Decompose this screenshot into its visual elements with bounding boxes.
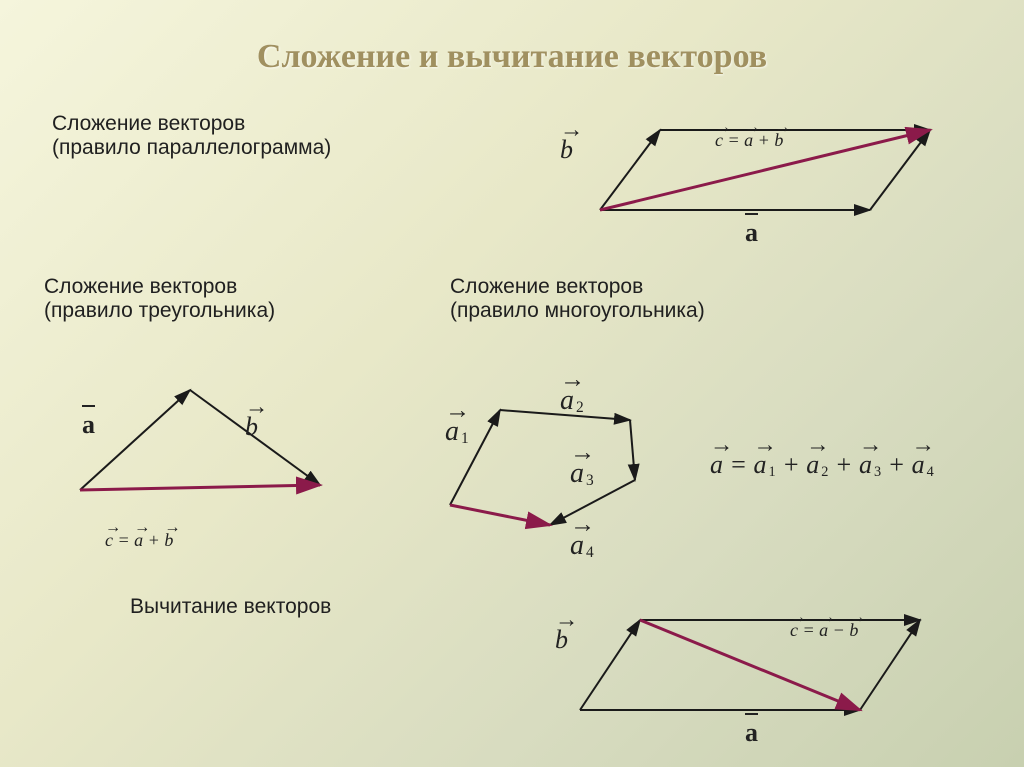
diagram-parallelogram (580, 100, 940, 230)
vec-a-result (450, 505, 550, 525)
caption-polygon-line1: Сложение векторов (450, 275, 643, 298)
caption-triangle-line1: Сложение векторов (44, 275, 237, 298)
caption-triangle: Сложение векторов (правило треугольника) (44, 275, 275, 323)
label-b-parallelogram: b (560, 135, 573, 165)
caption-parallelogram-line2: (правило параллелограмма) (52, 136, 331, 159)
formula-polygon-sum: a = a1 + a2 + a3 + a4 (710, 450, 934, 481)
vec-b-sub-left (580, 620, 640, 710)
label-a2: a2 (560, 385, 584, 417)
label-b-triangle: b (245, 412, 258, 442)
vec-a3 (630, 420, 635, 480)
label-a1: a1 (445, 416, 469, 448)
label-a3: a3 (570, 458, 594, 490)
label-a-subtraction: a (745, 718, 758, 748)
caption-triangle-line2: (правило треугольника) (44, 299, 275, 322)
vec-a-tri (80, 390, 190, 490)
formula-parallelogram: c = a + b (715, 130, 783, 151)
label-a4: a4 (570, 530, 594, 562)
slide-title: Сложение и вычитание векторов (0, 38, 1024, 76)
caption-parallelogram-line1: Сложение векторов (52, 112, 245, 135)
label-a-triangle: a (82, 410, 95, 440)
caption-polygon: Сложение векторов (правило многоугольник… (450, 275, 705, 323)
vec-sub-right (860, 620, 920, 710)
label-b-subtraction: b (555, 625, 568, 655)
label-a-parallelogram: a (745, 218, 758, 248)
caption-polygon-line2: (правило многоугольника) (450, 299, 705, 322)
formula-triangle: c = a + b (105, 530, 173, 551)
vec-c-tri (80, 485, 320, 490)
caption-parallelogram: Сложение векторов (правило параллелограм… (52, 112, 331, 160)
diagram-triangle (50, 360, 350, 530)
caption-subtraction: Вычитание векторов (130, 595, 331, 619)
formula-subtraction: c = a − b (790, 620, 858, 641)
